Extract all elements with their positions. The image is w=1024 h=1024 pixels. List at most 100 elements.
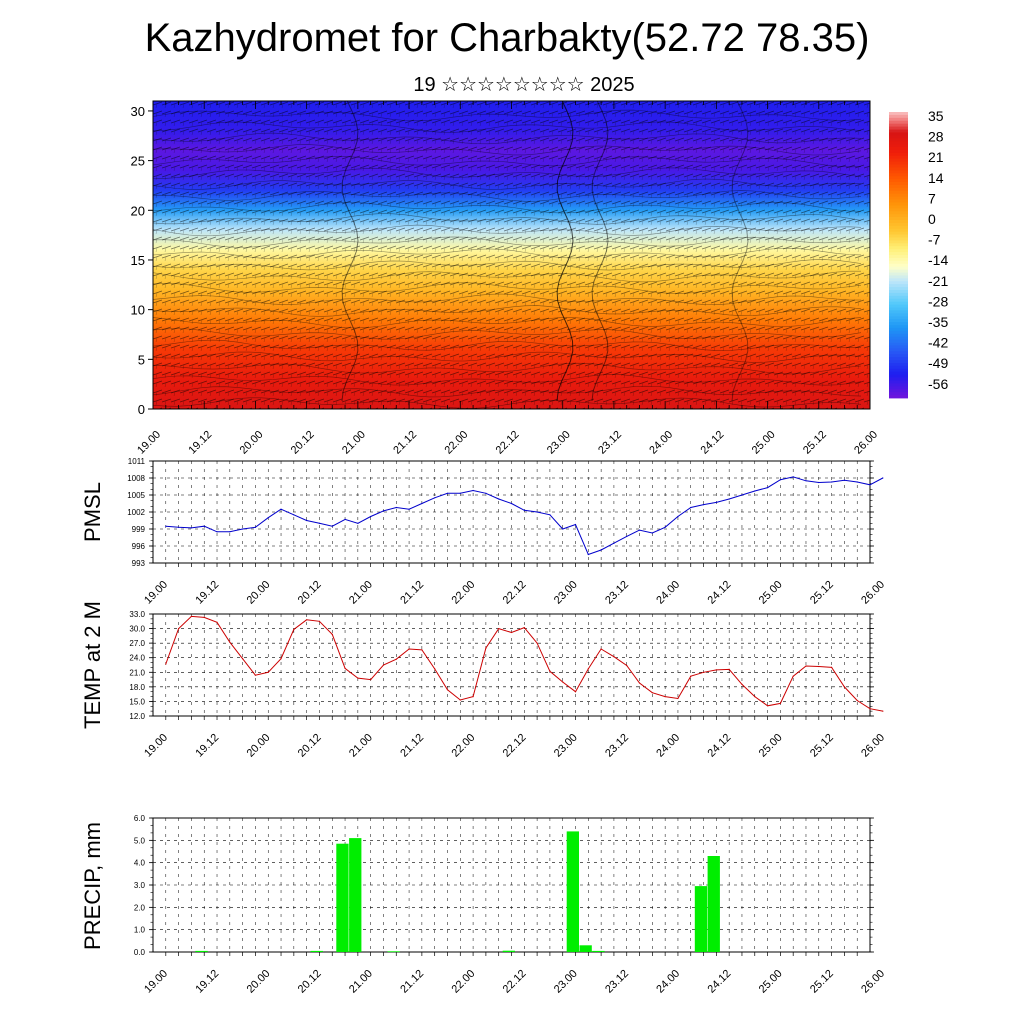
pmsl-point — [280, 508, 282, 510]
pmsl-point — [203, 525, 205, 527]
temp2m-point — [370, 679, 372, 681]
pmsl-ylabel: PMSL — [80, 482, 105, 542]
pmsl-point — [485, 492, 487, 494]
y-tick-label: 25 — [131, 154, 145, 169]
colorbar-segment — [889, 237, 908, 241]
colorbar-segment — [889, 325, 908, 329]
temp2m-ylabel: TEMP at 2 M — [80, 601, 105, 729]
temp2m-point — [190, 615, 192, 618]
pmsl-point — [190, 527, 192, 529]
x-tick-label: 25.00 — [757, 732, 785, 760]
pmsl-point — [792, 476, 794, 478]
x-tick-label: 25.12 — [801, 429, 829, 457]
colorbar-segment — [889, 307, 908, 311]
colorbar-segment — [889, 284, 908, 288]
temp2m-point — [293, 628, 295, 631]
temp2m-point — [472, 696, 474, 698]
colorbar-segment — [889, 135, 908, 139]
pmsl-point — [318, 522, 320, 524]
x-tick-label: 22.12 — [501, 732, 529, 760]
colorbar-segment — [889, 362, 908, 367]
pmsl-point — [395, 506, 397, 509]
precip-bar — [336, 843, 349, 952]
page-title: Kazhydromet for Charbakty(52.72 78.35) — [144, 16, 870, 60]
colorbar-segment — [889, 298, 908, 303]
x-tick-label: 23.12 — [603, 968, 631, 996]
colorbar-segment — [889, 249, 908, 253]
pmsl-point — [574, 523, 577, 526]
temp2m-point — [856, 699, 858, 702]
colorbar-segment — [889, 176, 908, 180]
pmsl-point — [818, 481, 820, 484]
y-tick-label: 10 — [131, 303, 145, 318]
colorbar-segment — [889, 330, 908, 335]
x-tick-label: 22.12 — [494, 429, 522, 457]
precip-bar — [579, 945, 592, 952]
pmsl-point — [498, 498, 500, 500]
colorbar-segment — [889, 161, 908, 165]
colorbar-segment — [889, 217, 908, 221]
y-tick-label: 18.0 — [129, 683, 145, 692]
pmsl-point — [357, 522, 359, 524]
temp2m-point — [357, 677, 359, 679]
colorbar-segment — [889, 313, 908, 317]
colorbar-segment — [889, 269, 908, 273]
x-tick-label: 23.00 — [552, 968, 580, 996]
colorbar-segment — [889, 266, 908, 270]
x-tick-label: 26.00 — [859, 968, 887, 996]
colorbar-segment — [889, 149, 908, 154]
x-tick-label: 20.00 — [245, 579, 273, 607]
colorbar-segment — [889, 322, 908, 326]
x-tick-label: 19.12 — [193, 732, 221, 760]
colorbar-segment — [889, 240, 908, 244]
y-tick-label: 993 — [132, 559, 146, 568]
colorbar-segment — [889, 275, 908, 279]
colorbar-segment — [889, 368, 908, 373]
colorbar-segment — [889, 214, 908, 218]
colorbar-segment — [889, 158, 908, 163]
x-tick-label: 22.00 — [449, 579, 477, 607]
x-tick-label: 24.12 — [706, 732, 734, 760]
pmsl-point — [536, 511, 538, 513]
colorbar-segment — [889, 155, 908, 160]
precip-bar — [195, 950, 208, 952]
temp2m-point — [869, 708, 871, 710]
colorbar-segment — [889, 357, 908, 361]
colorbar-segment — [889, 114, 908, 119]
colorbar-segment — [889, 310, 908, 314]
y-tick-label: 1005 — [127, 491, 145, 500]
colorbar-label: 0 — [928, 211, 936, 227]
colorbar-segment — [889, 182, 908, 186]
colorbar-segment — [889, 278, 908, 282]
y-tick-label: 0.0 — [134, 948, 146, 957]
colorbar-label: 21 — [928, 149, 944, 165]
colorbar-segment — [889, 199, 908, 203]
x-tick-label: 25.12 — [808, 579, 836, 607]
colorbar-segment — [889, 234, 908, 238]
colorbar-segment — [889, 112, 908, 116]
x-tick-label: 21.12 — [398, 732, 426, 760]
colorbar-segment — [889, 173, 908, 177]
temp2m-point — [344, 667, 346, 670]
colorbar-segment — [889, 231, 908, 235]
y-tick-label: 21.0 — [129, 668, 145, 677]
y-tick-label: 0 — [138, 402, 145, 417]
x-tick-label: 21.12 — [391, 429, 419, 457]
pmsl-point — [510, 502, 513, 505]
x-tick-label: 24.00 — [654, 732, 682, 760]
colorbar-segment — [889, 374, 908, 378]
colorbar-segment — [889, 152, 908, 157]
temp2m-point — [536, 642, 538, 644]
colorbar-label: 14 — [928, 170, 944, 186]
precip-ylabel: PRECIP, mm — [80, 822, 105, 950]
pmsl-point — [856, 481, 858, 483]
y-tick-label: 15 — [131, 253, 145, 268]
x-tick-label: 20.00 — [245, 968, 273, 996]
colorbar-segment — [889, 365, 908, 370]
pmsl-point — [267, 517, 269, 519]
x-tick-label: 22.12 — [501, 968, 529, 996]
temp2m-point — [421, 649, 423, 651]
x-tick-label: 21.00 — [347, 968, 375, 996]
colorbar-segment — [889, 187, 908, 192]
